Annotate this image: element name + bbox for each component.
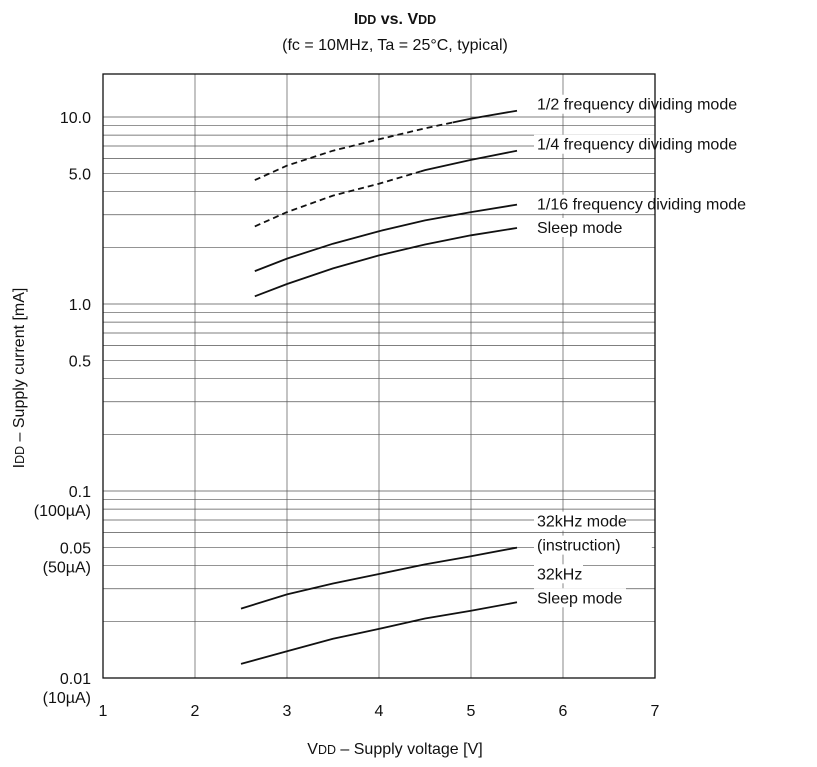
series-line-1 [420, 149, 518, 173]
series-label: Sleep mode [537, 590, 622, 607]
y-tick-label: 10.0 [60, 110, 91, 127]
series-line-2 [254, 203, 518, 272]
x-tick-label: 5 [467, 703, 476, 720]
series-line-4 [240, 546, 518, 610]
x-tick-label: 2 [191, 703, 200, 720]
y-tick-label: 5.0 [69, 166, 91, 183]
x-tick-labels: 1 2 3 4 5 6 7 [99, 703, 660, 720]
series-label-bg [534, 588, 626, 608]
series-label-bg [534, 94, 773, 114]
series-labels: 1/2 frequency dividing mode 1/4 frequency… [534, 94, 781, 608]
series-label-bg [534, 134, 773, 154]
x-tick-label: 1 [99, 703, 108, 720]
x-tick-label: 7 [651, 703, 660, 720]
y-axis-label: IDD – Supply current [mA] [11, 288, 28, 469]
series-lines [240, 109, 518, 665]
series-label: 1/2 frequency dividing mode [537, 97, 737, 114]
y-tick-label: 0.5 [69, 353, 91, 370]
series-line-5 [240, 601, 518, 665]
series-label: (instruction) [537, 538, 621, 555]
x-tick-label: 3 [283, 703, 292, 720]
series-label: 1/4 frequency dividing mode [537, 137, 737, 154]
series-label: 1/16 frequency dividing mode [537, 197, 746, 214]
y-tick-label: 0.1 [69, 484, 91, 501]
chart-subtitle: (fc = 10MHz, Ta = 25°C, typical) [282, 37, 508, 54]
series-line-dashed-1 [254, 170, 421, 228]
x-tick-label: 6 [559, 703, 568, 720]
y-tick-label: 0.05 [60, 540, 91, 557]
y-tick-labels: 10.0 5.0 1.0 0.5 0.1 (100µA) 0.05 (50µA) 0.01 (10… [34, 110, 91, 707]
series-label-bg [534, 511, 626, 531]
y-tick-label: 0.01 [60, 671, 91, 688]
series-line-0 [452, 109, 518, 124]
y-tick-label: 1.0 [69, 297, 91, 314]
series-label: Sleep mode [537, 220, 622, 237]
series-label: 32kHz mode [537, 514, 627, 531]
series-line-3 [254, 227, 518, 298]
x-axis-label: VDD – Supply voltage [V] [307, 741, 482, 758]
grid [103, 74, 655, 678]
y-tick-label: (10µA) [43, 690, 91, 707]
series-line-dashed-0 [254, 121, 453, 181]
series-label-bg [534, 564, 583, 584]
series-label: 32kHz [537, 566, 582, 583]
x-tick-label: 4 [375, 703, 384, 720]
series-label-bg [534, 194, 781, 214]
y-tick-label: (50µA) [43, 559, 91, 576]
plot-frame [102, 73, 656, 679]
series-label-bg [534, 535, 652, 555]
series-label-bg [534, 217, 626, 237]
chart-title: IDD vs. VDD [354, 11, 436, 28]
y-tick-label: (100µA) [34, 503, 91, 520]
